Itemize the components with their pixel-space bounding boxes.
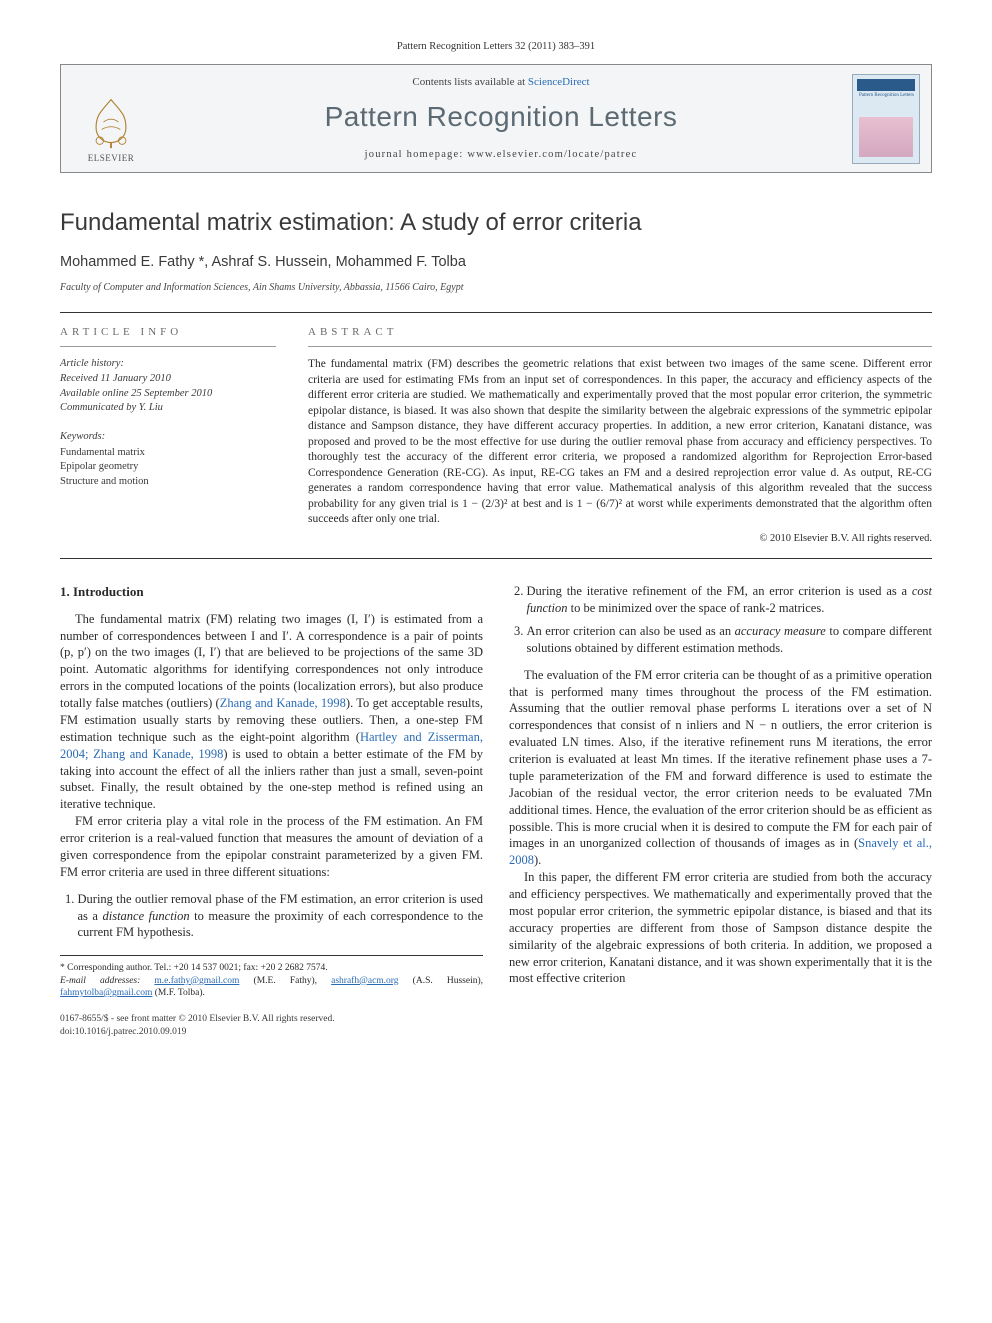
italic-term: distance function xyxy=(103,909,190,923)
corresponding-author: * Corresponding author. Tel.: +20 14 537… xyxy=(60,962,483,974)
cover-thumb-graphic xyxy=(859,117,913,157)
publisher-label: ELSEVIER xyxy=(88,152,135,164)
email-link[interactable]: ashrafh@acm.org xyxy=(331,976,398,986)
info-abstract-row: ARTICLE INFO Article history: Received 1… xyxy=(60,312,932,559)
body-para-thispaper: In this paper, the different FM error cr… xyxy=(509,869,932,987)
history-label: Article history: xyxy=(60,357,276,372)
abstract-copyright: © 2010 Elsevier B.V. All rights reserved… xyxy=(308,532,932,546)
publisher-logo-cell: ELSEVIER xyxy=(61,65,161,172)
email-addresses: E-mail addresses: m.e.fathy@gmail.com (M… xyxy=(60,975,483,1000)
right-column: During the iterative refinement of the F… xyxy=(509,583,932,1038)
sciencedirect-link[interactable]: ScienceDirect xyxy=(528,76,590,88)
article-info-heading: ARTICLE INFO xyxy=(60,325,276,347)
text: (M.F. Tolba). xyxy=(152,988,205,998)
elsevier-logo: ELSEVIER xyxy=(83,94,139,164)
left-column: 1. Introduction The fundamental matrix (… xyxy=(60,583,483,1038)
journal-name: Pattern Recognition Letters xyxy=(325,98,678,136)
online-date: Available online 25 September 2010 xyxy=(60,387,276,402)
abstract-text: The fundamental matrix (FM) describes th… xyxy=(308,357,932,528)
contents-prefix: Contents lists available at xyxy=(412,76,527,88)
communicated-by: Communicated by Y. Liu xyxy=(60,401,276,416)
situations-list-cont: During the iterative refinement of the F… xyxy=(509,583,932,657)
text: (A.S. Hussein), xyxy=(399,976,483,986)
journal-header: ELSEVIER Contents lists available at Sci… xyxy=(60,64,932,173)
text: During the iterative refinement of the F… xyxy=(527,584,912,598)
abstract-heading: ABSTRACT xyxy=(308,325,932,347)
citation-link[interactable]: Zhang and Kanade, 1998 xyxy=(220,696,346,710)
doi-line: doi:10.1016/j.patrec.2010.09.019 xyxy=(60,1026,483,1038)
article-info: ARTICLE INFO Article history: Received 1… xyxy=(60,313,290,558)
article-title: Fundamental matrix estimation: A study o… xyxy=(60,207,932,239)
contents-available: Contents lists available at ScienceDirec… xyxy=(412,75,589,90)
keywords-label: Keywords: xyxy=(60,430,276,444)
email-label: E-mail addresses: xyxy=(60,976,140,986)
situations-list: During the outlier removal phase of the … xyxy=(60,891,483,942)
intro-para-1: The fundamental matrix (FM) relating two… xyxy=(60,611,483,814)
journal-homepage: journal homepage: www.elsevier.com/locat… xyxy=(365,148,638,162)
authors: Mohammed E. Fathy *, Ashraf S. Hussein, … xyxy=(60,253,932,273)
front-matter-line: 0167-8655/$ - see front matter © 2010 El… xyxy=(60,1013,483,1025)
email-link[interactable]: m.e.fathy@gmail.com xyxy=(154,976,239,986)
text: to be minimized over the space of rank-2… xyxy=(567,601,824,615)
keyword: Structure and motion xyxy=(60,475,276,489)
cover-thumb-title: Pattern Recognition Letters xyxy=(859,93,914,99)
text: (M.E. Fathy), xyxy=(239,976,331,986)
received-date: Received 11 January 2010 xyxy=(60,372,276,387)
footnotes: * Corresponding author. Tel.: +20 14 537… xyxy=(60,955,483,999)
body-columns: 1. Introduction The fundamental matrix (… xyxy=(60,583,932,1038)
abstract: ABSTRACT The fundamental matrix (FM) des… xyxy=(290,313,932,558)
email-link[interactable]: fahmytolba@gmail.com xyxy=(60,988,152,998)
text: The evaluation of the FM error criteria … xyxy=(509,668,932,851)
journal-cover-thumb: Pattern Recognition Letters xyxy=(852,74,920,164)
list-item: During the outlier removal phase of the … xyxy=(78,891,484,942)
affiliation: Faculty of Computer and Information Scie… xyxy=(60,281,932,295)
article-history: Article history: Received 11 January 201… xyxy=(60,357,276,416)
journal-cover-cell: Pattern Recognition Letters xyxy=(841,65,931,172)
elsevier-tree-icon xyxy=(83,94,139,150)
keyword: Fundamental matrix xyxy=(60,446,276,460)
keyword: Epipolar geometry xyxy=(60,460,276,474)
list-item: An error criterion can also be used as a… xyxy=(527,623,933,657)
section-heading-intro: 1. Introduction xyxy=(60,583,483,601)
text: ). xyxy=(534,853,541,867)
body-para-eval: The evaluation of the FM error criteria … xyxy=(509,667,932,870)
running-head-citation: Pattern Recognition Letters 32 (2011) 38… xyxy=(60,40,932,54)
text: An error criterion can also be used as a… xyxy=(527,624,735,638)
italic-term: accuracy measure xyxy=(735,624,826,638)
intro-para-2: FM error criteria play a vital role in t… xyxy=(60,813,483,881)
list-item: During the iterative refinement of the F… xyxy=(527,583,933,617)
doi-block: 0167-8655/$ - see front matter © 2010 El… xyxy=(60,1013,483,1038)
journal-header-center: Contents lists available at ScienceDirec… xyxy=(161,65,841,172)
